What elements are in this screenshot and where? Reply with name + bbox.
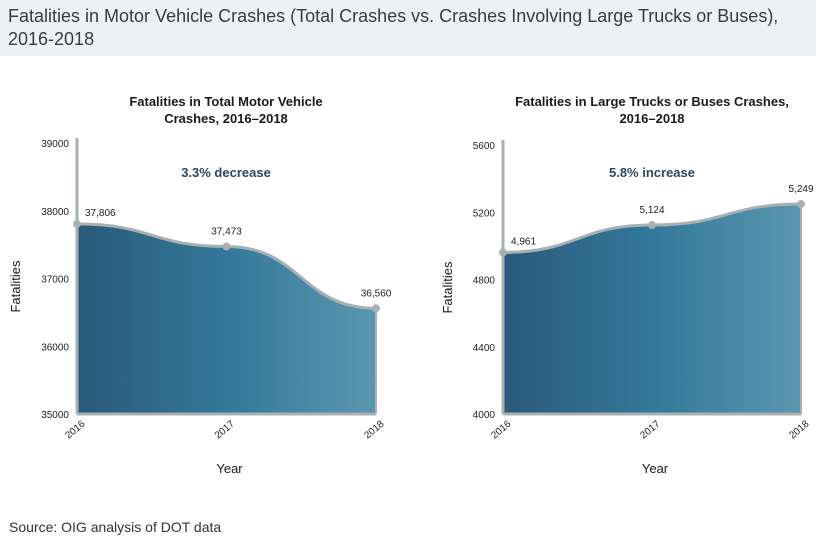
- x-tick-label: 2016: [63, 418, 87, 441]
- figure-title: Fatalities in Motor Vehicle Crashes (Tot…: [8, 6, 779, 49]
- data-point: [372, 304, 380, 313]
- chart-annotation: 5.8% increase: [609, 165, 695, 180]
- charts-svg: Fatalities in Total Motor Vehicle Crashes…: [8, 94, 814, 476]
- area-fill: [77, 223, 376, 414]
- data-point: [222, 242, 231, 251]
- figure-header: Fatalities in Motor Vehicle Crashes (Tot…: [0, 0, 816, 56]
- chart-1: Fatalities in Total Motor Vehicle Crashes…: [8, 94, 392, 476]
- data-point: [648, 221, 656, 230]
- y-tick-label: 39000: [41, 139, 69, 150]
- y-axis-label: Fatalities: [8, 260, 23, 313]
- x-tick-label: 2017: [213, 418, 237, 441]
- charts-container: Fatalities in Total Motor Vehicle Crashes…: [0, 80, 828, 500]
- x-axis-label: Year: [216, 461, 243, 476]
- data-label: 36,560: [361, 288, 392, 299]
- y-tick-label: 5600: [473, 141, 496, 152]
- y-tick-label: 35000: [41, 410, 69, 421]
- y-tick-label: 37000: [41, 275, 69, 286]
- data-label: 5,249: [788, 184, 813, 195]
- chart-title-line: Fatalities in Large Trucks or Buses Cras…: [515, 94, 789, 109]
- x-tick-label: 2018: [362, 418, 386, 441]
- chart-title-line: Crashes, 2016–2018: [164, 111, 288, 126]
- data-label: 37,473: [211, 226, 242, 237]
- y-tick-label: 4000: [473, 410, 496, 421]
- data-label: 5,124: [639, 205, 664, 216]
- data-point: [499, 248, 507, 257]
- chart-title-line: Fatalities in Total Motor Vehicle: [129, 94, 322, 109]
- y-tick-label: 4400: [473, 343, 496, 354]
- source-note: Source: OIG analysis of DOT data: [9, 519, 222, 535]
- y-tick-label: 5200: [473, 208, 496, 219]
- y-tick-label: 38000: [41, 207, 69, 218]
- x-tick-label: 2016: [489, 418, 513, 441]
- x-tick-label: 2018: [787, 418, 811, 441]
- y-tick-label: 36000: [41, 342, 69, 353]
- data-point: [797, 200, 805, 209]
- data-label: 37,806: [85, 208, 116, 219]
- x-axis-label: Year: [642, 461, 669, 476]
- chart-annotation: 3.3% decrease: [181, 165, 271, 180]
- data-label: 4,961: [511, 236, 536, 247]
- area-fill: [503, 204, 801, 414]
- y-axis-label: Fatalities: [440, 261, 455, 314]
- data-point: [73, 219, 81, 228]
- chart-2: Fatalities in Large Trucks or Buses Cras…: [440, 94, 814, 476]
- chart-title-line: 2016–2018: [619, 111, 684, 126]
- y-tick-label: 4800: [473, 276, 496, 287]
- x-tick-label: 2017: [638, 418, 662, 441]
